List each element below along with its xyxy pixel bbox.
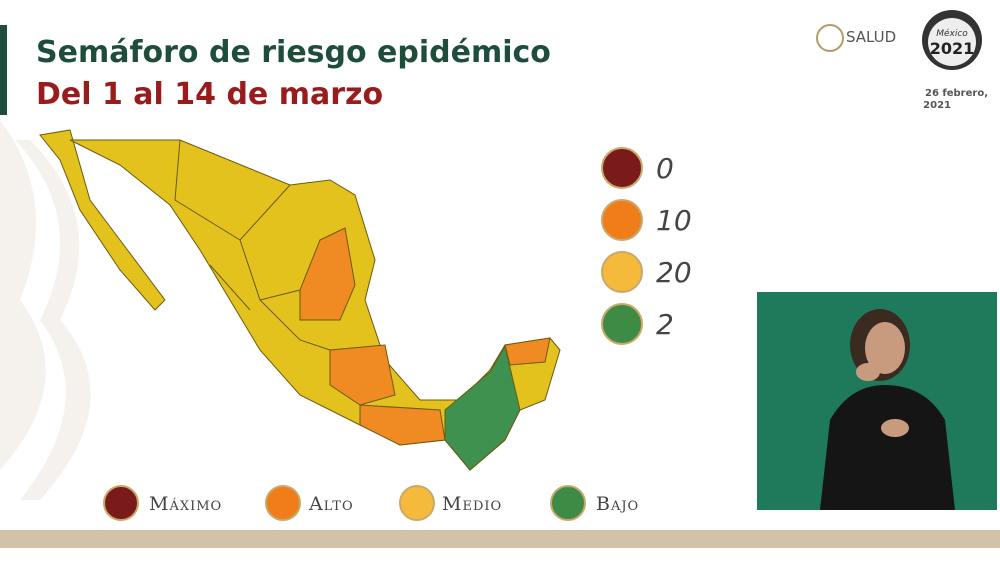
year-logo: 2021 [930, 39, 975, 58]
body [820, 385, 955, 510]
count: 2 [656, 308, 674, 341]
icon-maximo [601, 147, 643, 189]
map [39, 129, 561, 471]
count-legend: 0 10 20 2 [601, 147, 692, 345]
legend-label: Máximo [149, 493, 222, 515]
state-borders [174, 139, 331, 351]
date-year: 2021 [923, 100, 951, 111]
hand [881, 419, 909, 437]
salud-logo: SALUD [846, 28, 896, 46]
count: 0 [656, 152, 674, 185]
icon-medio [399, 485, 435, 521]
hand [856, 363, 880, 381]
date-line: 26 febrero, [925, 88, 988, 99]
legend-label: Medio [442, 493, 502, 515]
count: 10 [656, 204, 692, 237]
salud-emblem [816, 24, 844, 52]
title: Semáforo de riesgo epidémico [36, 35, 551, 70]
icon-bajo [550, 485, 586, 521]
pattern [0, 120, 91, 500]
icon-alto [265, 485, 301, 521]
region-yellow [39, 129, 166, 311]
icon-medio [601, 251, 643, 293]
year-logo-country: México [936, 28, 968, 39]
count: 20 [656, 256, 692, 289]
region-orange [329, 344, 396, 406]
interpreter-video [757, 292, 997, 510]
footer-band [0, 530, 1000, 548]
subtitle: Del 1 al 14 de marzo [36, 77, 383, 112]
legend-label: Alto [308, 493, 354, 515]
icon-maximo [103, 485, 139, 521]
face [865, 322, 905, 374]
region-green [444, 344, 521, 471]
bottom-legend: Máximo Alto Medio Bajo [103, 485, 639, 521]
icon-alto [601, 199, 643, 241]
icon-bajo [601, 303, 643, 345]
year-emblem-inner [928, 18, 976, 66]
region-orange [359, 404, 446, 446]
legend-label: Bajo [596, 493, 639, 515]
accent-bar [0, 25, 7, 115]
